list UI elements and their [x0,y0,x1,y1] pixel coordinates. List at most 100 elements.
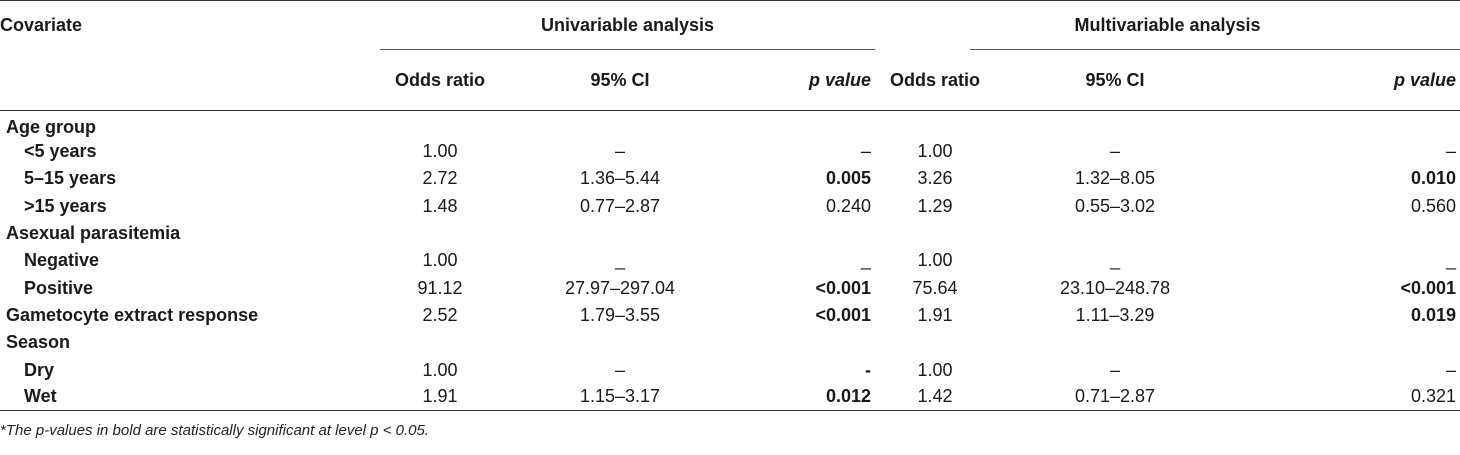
covariate-cell: Negative [24,250,100,271]
empty-cell [1235,111,1460,139]
univariable-group-rule [380,49,875,50]
table-row: <5 years 1.00 – – 1.00 – – [0,138,1460,165]
covariate-cell: Positive [24,277,94,298]
table-row: 5–15 years 2.72 1.36–5.44 0.005 3.26 1.32–8.0… [0,165,1460,192]
table-row: Season [0,329,1460,356]
empty-cell [875,220,995,247]
univariable-odds-ratio-cell: 2.72 [422,168,458,189]
univariable-ci-header: 95% CI [500,50,740,111]
table-row: Gametocyte extract response 2.52 1.79–3.55… [0,302,1460,329]
multivariable-ci-cell: _ [1110,250,1121,271]
univariable-odds-ratio-cell: 1.48 [422,195,458,216]
covariate-cell: 5–15 years [24,168,117,189]
covariate-cell: Wet [0,383,380,412]
covariate-cell: Gametocyte extract response [6,304,259,325]
empty-cell [740,329,875,356]
univariable-odds-ratio-cell: 1.91 [380,383,500,412]
univariable-p-value-cell: - [865,359,872,380]
header-row-columns: Odds ratio 95% CI p value Odds ratio 95%… [0,50,1460,111]
multivariable-ci-header: 95% CI [995,50,1236,111]
table-row: >15 years 1.48 0.77–2.87 0.240 1.29 0.55–3.02… [0,193,1460,220]
table-row: Age group [0,111,1460,139]
univariable-ci-cell: 1.36–5.44 [579,168,661,189]
multivariable-ci-cell: 0.71–2.87 [995,383,1236,412]
covariate-cell: >15 years [24,195,107,216]
univariable-p-value-cell: 0.005 [825,168,872,189]
univariable-ci-cell: – [614,359,625,380]
univariable-p-value-cell: – [861,141,872,162]
multivariable-p-value-cell: 0.560 [1410,195,1457,216]
multivariable-odds-ratio-cell: 3.26 [917,168,953,189]
multivariable-odds-ratio-cell: 1.42 [875,383,996,412]
empty-cell [875,329,995,356]
empty-cell [500,329,740,356]
univariable-ci-cell: – [614,141,625,162]
empty-cell [1235,329,1460,356]
univariable-ci-cell: 1.15–3.17 [500,383,740,412]
covariate-cell: Dry [24,359,55,380]
empty-cell [995,220,1235,247]
table-row: Wet 1.91 1.15–3.17 0.012 1.42 0.71–2.87 0.321 [0,383,1460,412]
multivariable-ci-cell: 1.11–3.29 [1075,304,1155,325]
multivariable-ci-cell: 23.10–248.78 [1059,277,1171,298]
multivariable-odds-ratio-cell: 1.29 [917,195,953,216]
table-head: Covariate Univariable analysis Multivari… [0,0,1460,111]
univariable-odds-ratio-cell: 2.52 [422,304,458,325]
empty-cell [380,220,500,247]
multivariable-p-value-header: p value [1235,50,1460,111]
multivariable-header: Multivariable analysis [875,0,1460,51]
multivariable-ci-cell: – [1110,359,1121,380]
empty-cell [740,111,875,139]
multivariable-odds-ratio-cell: 1.00 [917,141,953,162]
univariable-ci-cell: 27.97–297.04 [564,277,676,298]
multivariable-p-value-cell: 0.019 [1410,304,1457,325]
univariable-p-value-cell: _ [861,250,872,271]
multivariable-odds-ratio-cell: 75.64 [912,277,958,298]
empty-cell [380,111,500,139]
empty-cell [500,111,740,139]
univariable-p-value-cell: 0.012 [740,383,876,412]
empty-cell [1235,220,1460,247]
empty-cell [380,329,500,356]
empty-cell [995,329,1235,356]
univariable-odds-ratio-cell: 91.12 [417,277,463,298]
univariable-odds-ratio-cell: 1.00 [422,141,458,162]
multivariable-group-rule [970,49,1460,50]
multivariable-p-value-cell: 0.010 [1410,168,1457,189]
univariable-p-value-cell: <0.001 [815,277,872,298]
covariate-cell: Asexual parasitemia [6,223,181,244]
univariable-p-value-header: p value [740,50,876,111]
header-empty-cell [0,50,380,111]
multivariable-ci-cell: – [1110,141,1121,162]
univariable-header: Univariable analysis [380,0,876,51]
empty-cell [740,220,875,247]
empty-cell [995,111,1235,139]
covariate-cell: Age group [6,117,96,137]
multivariable-p-value-cell: <0.001 [1400,277,1457,298]
covariate-cell: Season [6,332,71,353]
univariable-odds-ratio-cell: 1.00 [422,359,458,380]
univariable-odds-ratio-header: Odds ratio [380,50,500,111]
multivariable-p-value-cell: – [1446,141,1457,162]
table-body: Age group <5 years 1.00 – – 1.00 – – 5–15 years 2… [0,111,1460,412]
multivariable-ci-cell: 1.32–8.05 [1074,168,1156,189]
header-row-groups: Covariate Univariable analysis Multivari… [0,0,1460,51]
table-row: Asexual parasitemia [0,220,1460,247]
empty-cell [875,111,995,139]
univariable-ci-cell: _ [614,250,625,271]
univariable-ci-cell: 1.79–3.55 [579,304,661,325]
univariable-p-value-cell: 0.240 [825,195,872,216]
univariable-odds-ratio-cell: 1.00 [422,250,458,271]
table-row: Dry 1.00 – - 1.00 – – [0,356,1460,383]
multivariable-p-value-cell: 0.321 [1235,383,1460,412]
multivariable-p-value-cell: _ [1446,250,1457,271]
table-row: Negative 1.00 _ _ 1.00 _ _ [0,247,1460,274]
multivariable-odds-ratio-cell: 1.00 [917,250,953,271]
table-row: Positive 91.12 27.97–297.04 <0.001 75.64 23.1… [0,274,1460,301]
multivariable-ci-cell: 0.55–3.02 [1074,195,1156,216]
univariable-ci-cell: 0.77–2.87 [579,195,661,216]
covariate-header: Covariate [0,0,380,51]
odds-ratio-table: Covariate Univariable analysis Multivari… [0,0,1460,412]
multivariable-p-value-cell: – [1446,359,1457,380]
